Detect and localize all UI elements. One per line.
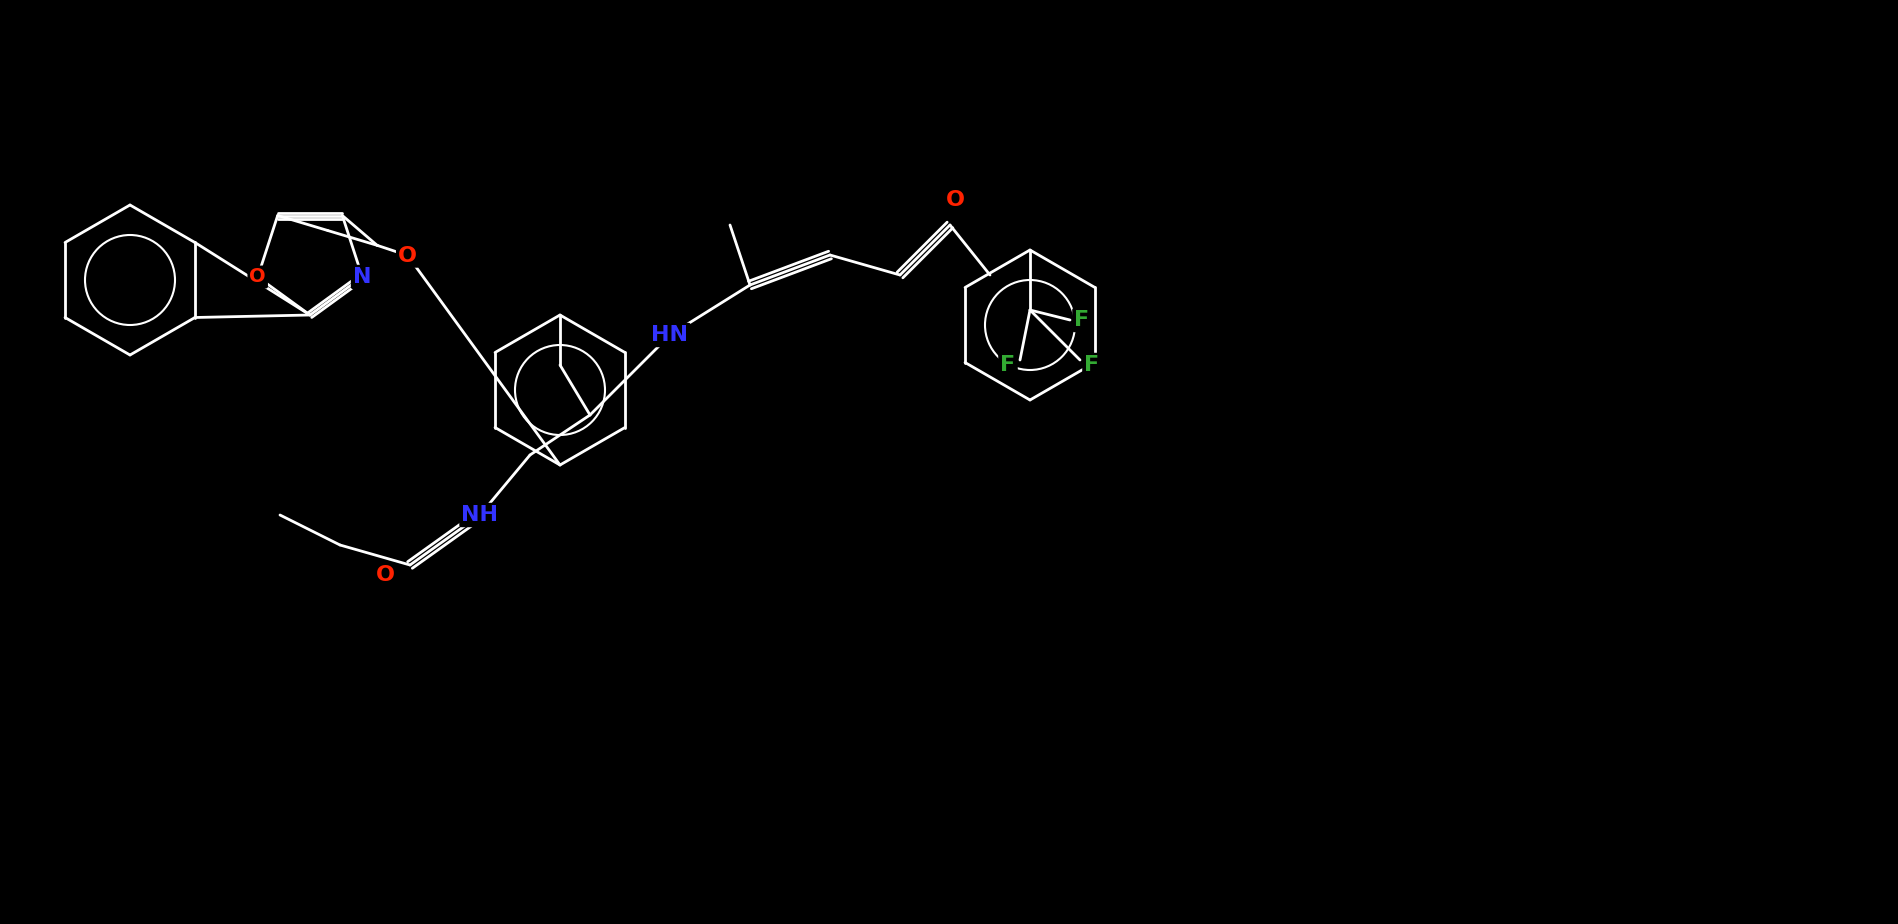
Text: O: O bbox=[249, 267, 266, 286]
Text: NH: NH bbox=[461, 505, 499, 525]
Text: O: O bbox=[376, 565, 395, 585]
Text: HN: HN bbox=[651, 325, 689, 345]
Text: N: N bbox=[353, 267, 372, 287]
Text: F: F bbox=[1084, 355, 1099, 375]
Text: F: F bbox=[1074, 310, 1089, 330]
Text: F: F bbox=[1000, 355, 1015, 375]
Text: O: O bbox=[399, 246, 418, 265]
Text: O: O bbox=[945, 190, 964, 210]
